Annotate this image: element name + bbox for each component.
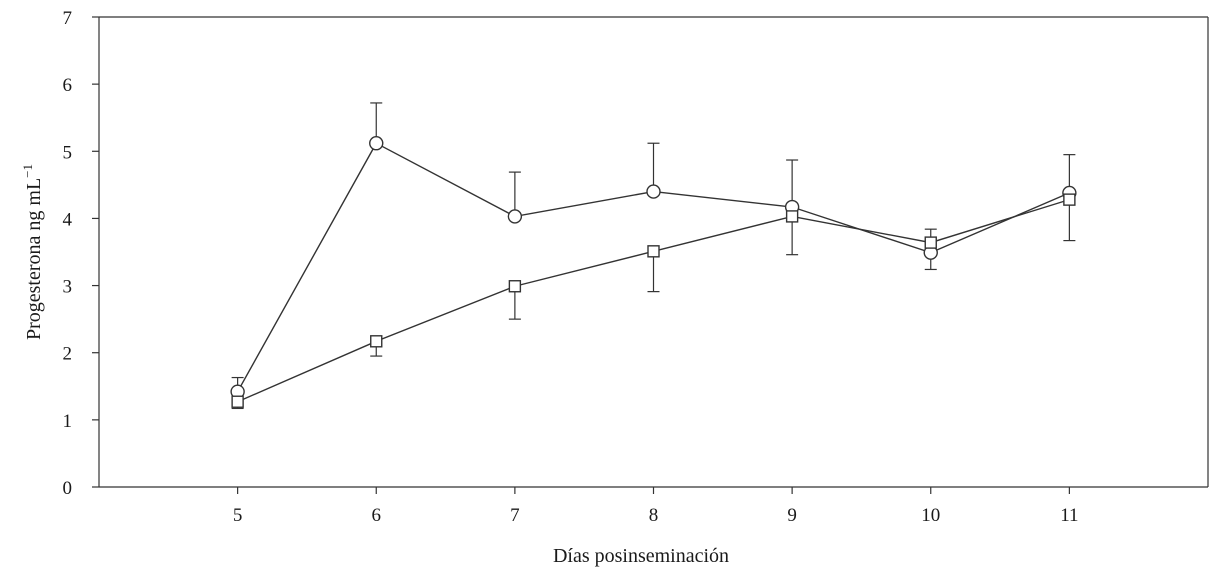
x-tick-label: 6 xyxy=(372,505,382,526)
x-tick-label: 5 xyxy=(233,505,243,526)
x-axis-ticks: 5 6 7 8 9 10 11 xyxy=(233,487,1079,526)
data-point-square xyxy=(1063,193,1076,206)
y-axis-ticks: 0 1 2 3 4 5 6 7 xyxy=(63,8,99,499)
x-tick-label: 9 xyxy=(787,505,797,526)
x-tick-label: 8 xyxy=(649,505,659,526)
data-point-square xyxy=(785,210,799,223)
x-tick-label: 10 xyxy=(921,505,940,526)
data-point-square xyxy=(508,280,522,293)
data-point-square xyxy=(231,395,244,408)
y-tick-label: 2 xyxy=(63,344,73,365)
data-point-square xyxy=(370,335,383,348)
y-axis-title: Progesterona ng mL−1 xyxy=(20,164,45,340)
y-tick-label: 3 xyxy=(63,277,73,298)
x-axis-title: Días posinseminación xyxy=(553,545,729,567)
series-line xyxy=(237,198,1070,403)
y-axis-title-main: Progesterona ng mL xyxy=(23,178,45,340)
y-tick-label: 0 xyxy=(63,478,73,499)
y-tick-label: 1 xyxy=(63,411,73,432)
y-tick-label: 7 xyxy=(63,8,73,29)
data-point-circle xyxy=(507,209,523,224)
y-axis-title-exponent: −1 xyxy=(20,164,35,178)
data-point-circle xyxy=(369,136,384,151)
series-layer xyxy=(230,102,1077,410)
y-tick-label: 5 xyxy=(63,142,73,163)
data-point-square xyxy=(924,236,937,249)
x-tick-label: 7 xyxy=(510,505,520,526)
series-square xyxy=(231,193,1076,410)
data-point-circle xyxy=(646,184,661,199)
y-tick-label: 6 xyxy=(63,75,73,96)
x-tick-label: 11 xyxy=(1060,505,1078,526)
data-point-square xyxy=(647,245,660,258)
y-tick-label: 4 xyxy=(63,209,73,230)
